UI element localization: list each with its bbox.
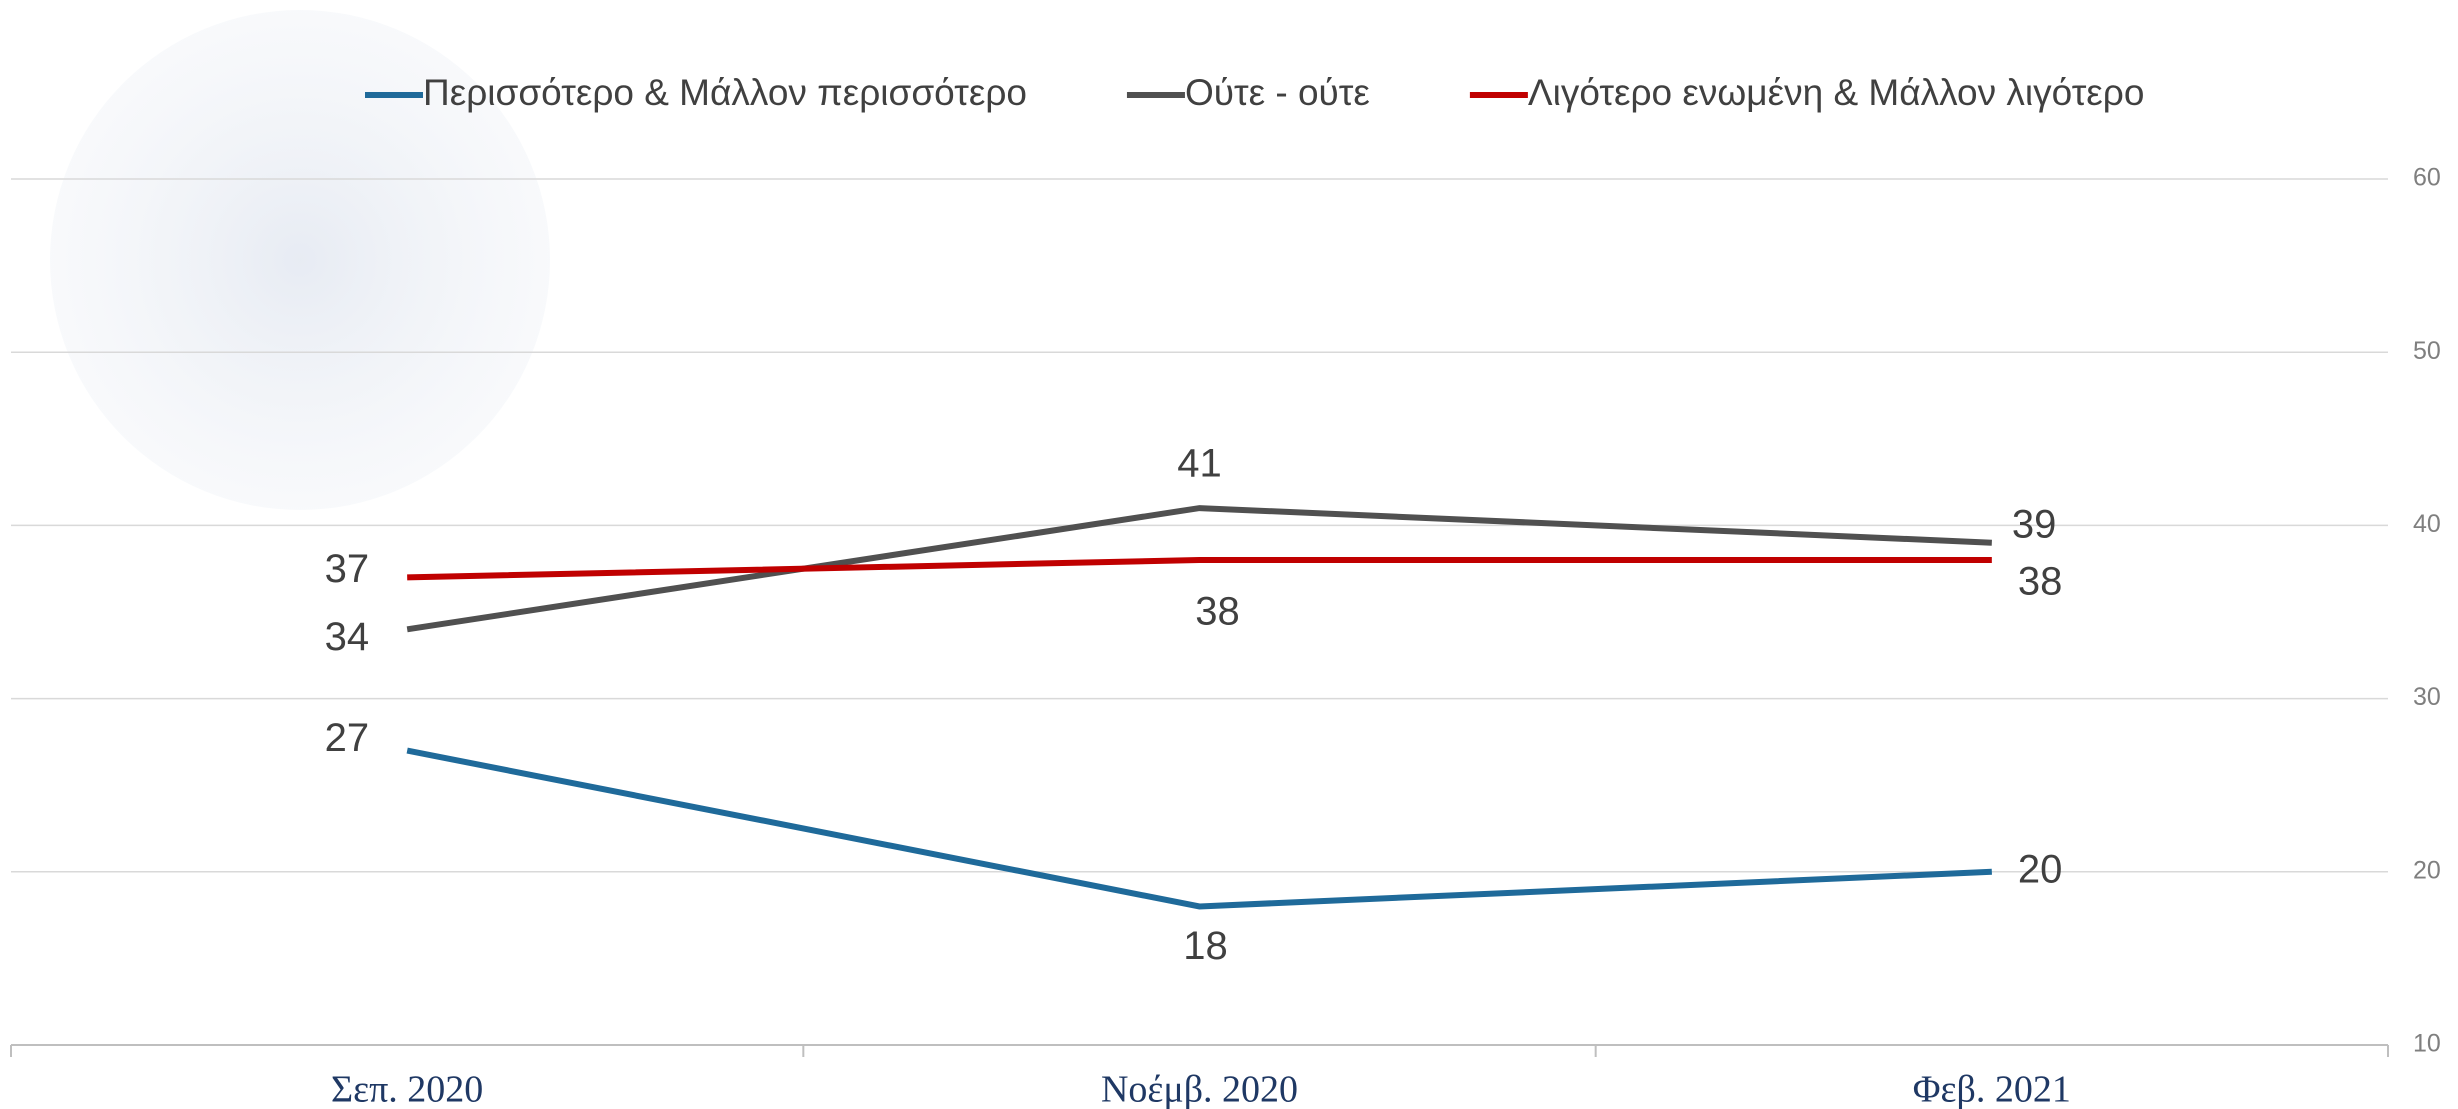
data-label: 18 xyxy=(1183,924,1228,968)
data-label: 20 xyxy=(2018,847,2063,891)
legend-label: Ούτε - ούτε xyxy=(1185,72,1370,113)
data-label: 38 xyxy=(1195,590,1240,634)
x-tick-label: Σεπ. 2020 xyxy=(331,1069,483,1109)
data-label: 41 xyxy=(1177,442,1222,486)
y-tick-label: 10 xyxy=(2413,1030,2441,1058)
data-label: 27 xyxy=(325,716,370,760)
y-tick-label: 30 xyxy=(2413,683,2441,711)
y-tick-label: 60 xyxy=(2413,164,2441,192)
series-line xyxy=(406,505,1992,633)
series-line xyxy=(407,557,1992,581)
data-label: 37 xyxy=(325,547,370,591)
data-label: 34 xyxy=(325,615,370,659)
decor-virus xyxy=(50,10,550,510)
series-line xyxy=(406,747,1992,910)
legend-label: Λιγότερο ενωμένη & Μάλλον λιγότερο xyxy=(1528,72,2145,113)
x-tick-label: Φεβ. 2021 xyxy=(1913,1069,2071,1109)
legend-label: Περισσότερο & Μάλλον περισσότερο xyxy=(423,72,1027,113)
data-label: 38 xyxy=(2018,560,2063,604)
y-tick-label: 50 xyxy=(2413,337,2441,365)
x-tick-label: Νοέμβ. 2020 xyxy=(1101,1069,1298,1109)
data-label: 39 xyxy=(2012,502,2057,546)
y-tick-label: 20 xyxy=(2413,856,2441,884)
y-tick-label: 40 xyxy=(2413,510,2441,538)
